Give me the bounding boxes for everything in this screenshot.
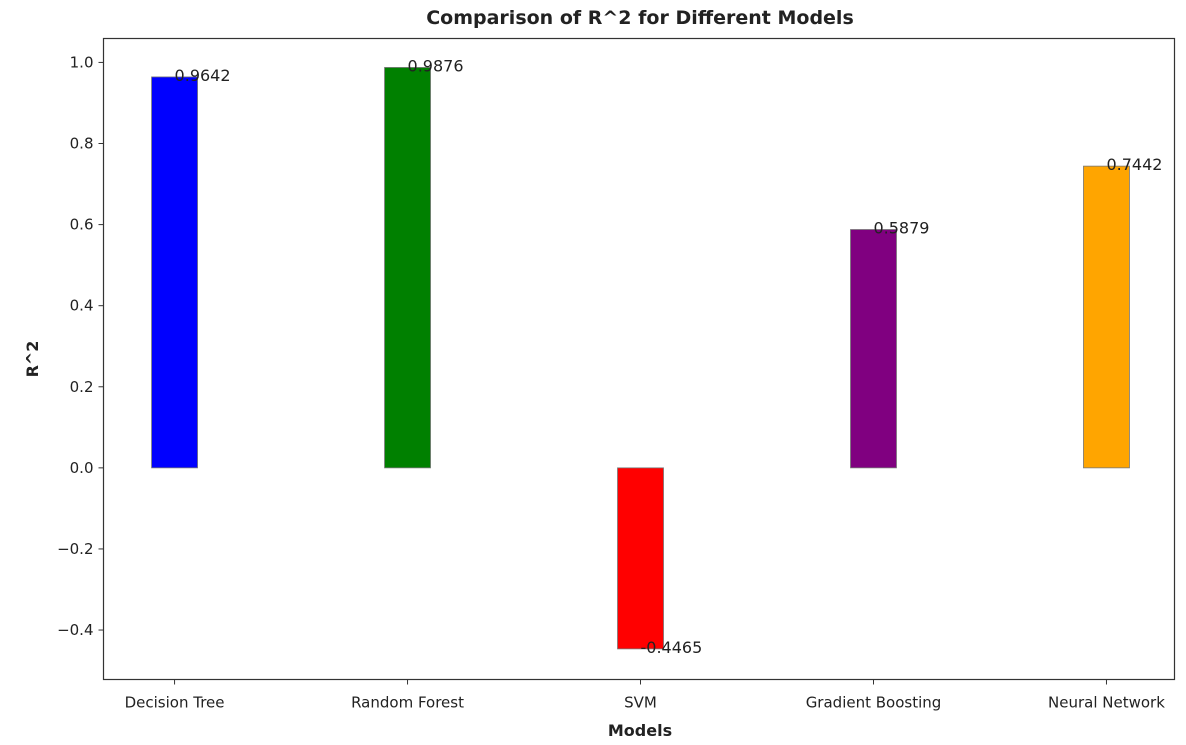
data-label: 0.7442 [1106,155,1162,174]
x-tick-label: Gradient Boosting [806,694,942,712]
x-tick-label: Decision Tree [125,694,225,712]
y-tick-label: 0.2 [70,378,94,396]
bar [1083,165,1130,469]
y-axis-label: R^2 [23,341,42,378]
y-tick-label: 0.4 [70,297,94,315]
bar [850,229,897,469]
bar [384,67,431,469]
y-tick-label: −0.4 [57,621,93,639]
data-label: 0.9876 [408,56,464,75]
y-tick-label: 0.0 [70,459,94,477]
x-tick-label: Neural Network [1048,694,1165,712]
y-tick-label: −0.2 [57,540,93,558]
data-label: 0.9642 [175,66,231,85]
x-tick-label: Random Forest [351,694,464,712]
data-label: -0.4465 [641,638,703,657]
x-axis-label: Models [608,721,672,740]
x-tick-label: SVM [624,694,657,712]
bar [617,467,664,650]
chart-title: Comparison of R^2 for Different Models [426,7,854,29]
y-tick-label: 1.0 [70,53,94,71]
y-tick-label: 0.8 [70,135,94,153]
y-tick-label: 0.6 [70,216,94,234]
data-label: 0.5879 [873,219,929,238]
plot-frame [102,37,1176,681]
bar [151,76,198,469]
